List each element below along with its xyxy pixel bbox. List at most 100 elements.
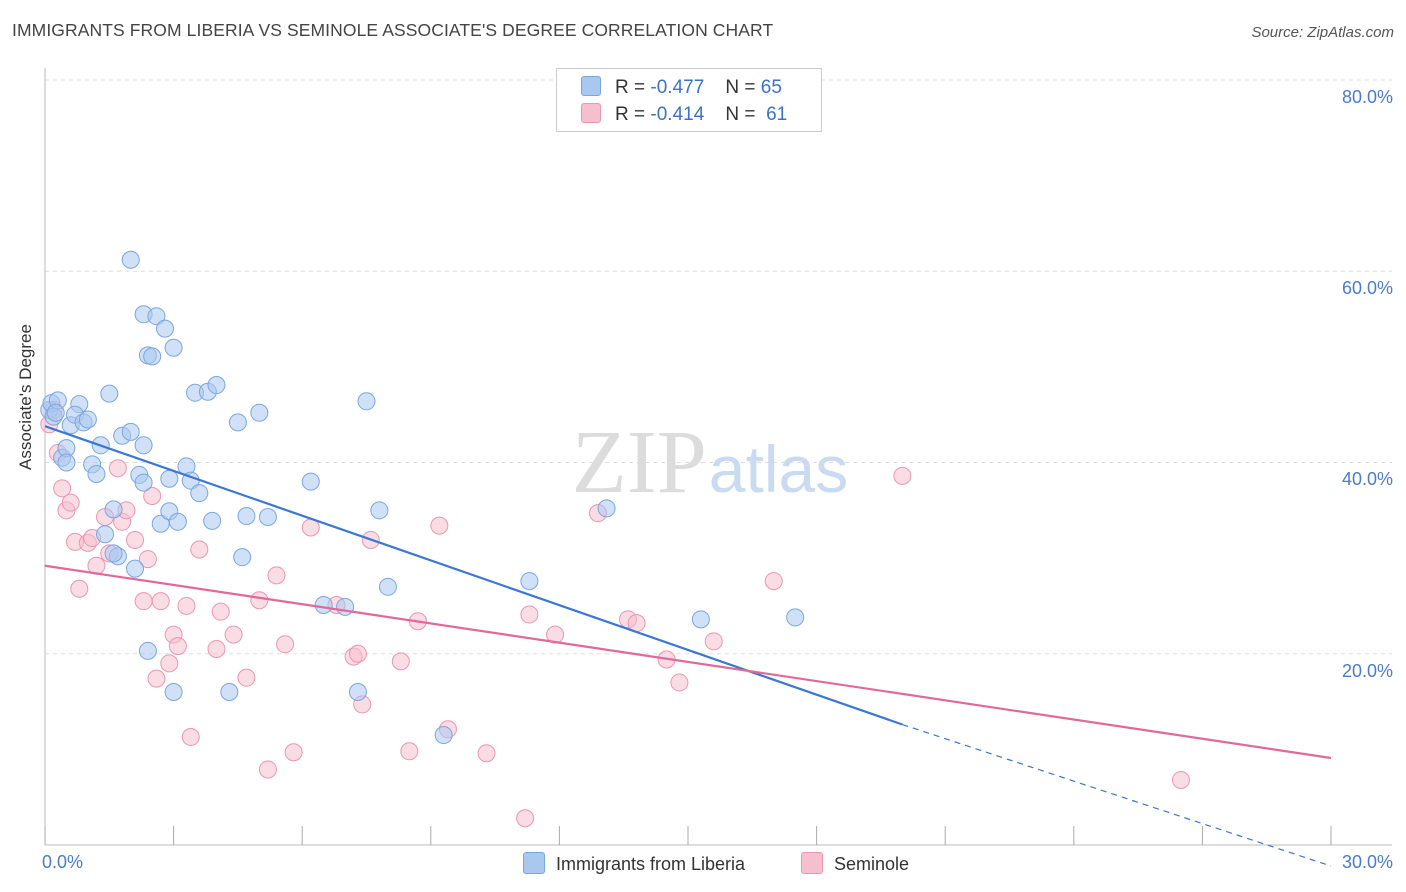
chart-title: IMMIGRANTS FROM LIBERIA VS SEMINOLE ASSO…: [12, 20, 774, 40]
seminole-point: [764, 572, 783, 591]
seminole-point: [53, 479, 72, 498]
series-liberia: [40, 250, 805, 745]
seminole-point: [151, 592, 170, 611]
seminole-point: [704, 632, 723, 651]
stats-legend: R = -0.477 N = 65 R = -0.414 N = 61: [556, 68, 822, 132]
liberia-point: [237, 507, 256, 526]
liberia-point: [143, 347, 162, 366]
x-tick-min: 0.0%: [42, 852, 84, 872]
seminole-point: [258, 760, 277, 779]
liberia-point: [160, 469, 179, 488]
trend-line-seminole: [44, 564, 1332, 760]
liberia-point: [104, 544, 123, 563]
liberia-point: [190, 484, 209, 503]
legend-row-seminole: R = -0.414 N = 61: [581, 103, 787, 125]
seminole-point: [143, 486, 162, 505]
seminole-point: [391, 652, 410, 671]
liberia-point: [134, 436, 153, 455]
seminole-point: [108, 459, 127, 478]
seminole-point: [211, 602, 230, 621]
liberia-point: [126, 559, 145, 578]
liberia-legend-swatch: [523, 852, 545, 874]
seminole-point: [520, 605, 539, 624]
seminole-point: [70, 579, 89, 598]
liberia-point: [164, 338, 183, 357]
liberia-point: [378, 577, 397, 596]
liberia-point: [134, 473, 153, 492]
seminole-point: [177, 596, 196, 615]
seminole-point: [224, 625, 243, 644]
x-tick-max: 30.0%: [1341, 852, 1393, 872]
seminole-swatch: [581, 103, 601, 123]
r-value-liberia: -0.477: [650, 77, 705, 98]
seminole-point: [893, 466, 912, 485]
seminole-point: [138, 550, 157, 569]
source-label: Source: ZipAtlas.com: [1251, 24, 1394, 41]
liberia-point: [357, 392, 376, 411]
liberia-point: [104, 500, 123, 519]
seminole-point: [207, 639, 226, 658]
liberia-point: [203, 511, 222, 530]
seminole-point: [477, 744, 496, 763]
seminole-point: [237, 668, 256, 687]
seminole-point: [400, 742, 419, 761]
n-value-seminole: 61: [766, 104, 788, 125]
r-label: R =: [615, 77, 646, 98]
seminole-point: [276, 635, 295, 654]
seminole-point: [516, 809, 535, 828]
y-tick-60: 60.0%: [1341, 278, 1393, 298]
liberia-point: [78, 410, 97, 429]
seminole-point: [348, 644, 367, 663]
liberia-point: [96, 525, 115, 544]
liberia-point: [164, 683, 183, 701]
liberia-point: [87, 464, 106, 483]
grid-lines: [45, 79, 1392, 655]
y-axis-label: Associate's Degree: [16, 324, 35, 470]
seminole-point: [250, 591, 269, 610]
n-label: N =: [725, 77, 756, 98]
liberia-point: [100, 384, 119, 403]
liberia-point: [46, 403, 65, 422]
trend-line-liberia-extension: [902, 723, 1332, 867]
seminole-point: [160, 654, 179, 673]
seminole-point: [1171, 770, 1190, 789]
liberia-swatch: [581, 76, 601, 96]
y-tick-20: 20.0%: [1341, 661, 1393, 681]
r-value-seminole: -0.414: [650, 104, 705, 125]
y-tick-80: 80.0%: [1341, 87, 1393, 107]
legend-label-seminole: Seminole: [834, 854, 910, 874]
liberia-point: [57, 453, 76, 472]
liberia-point: [207, 376, 226, 395]
n-value-liberia: 65: [760, 77, 782, 98]
legend-item-seminole: Seminole: [801, 852, 909, 875]
legend-row-liberia: R = -0.477 N = 65: [581, 76, 782, 98]
liberia-point: [691, 610, 710, 629]
seminole-point: [430, 516, 449, 535]
legend-item-liberia: Immigrants from Liberia: [523, 852, 745, 875]
seminole-point: [670, 673, 689, 692]
liberia-point: [168, 512, 187, 531]
seminole-point: [147, 669, 166, 688]
liberia-point: [121, 422, 140, 441]
watermark-zip: ZIP: [572, 413, 707, 512]
liberia-point: [147, 307, 166, 326]
liberia-point: [301, 472, 320, 491]
r-label: R =: [615, 104, 646, 125]
legend-label-liberia: Immigrants from Liberia: [556, 854, 746, 874]
trend-lines: [44, 425, 1332, 867]
n-label: N =: [725, 104, 756, 125]
seminole-legend-swatch: [801, 852, 823, 874]
liberia-point: [370, 501, 389, 520]
seminole-point: [267, 566, 286, 585]
axes: [44, 68, 1392, 846]
liberia-point: [314, 595, 333, 614]
liberia-point: [250, 403, 269, 422]
seminole-point: [134, 592, 153, 611]
watermark: ZIPatlas: [572, 413, 848, 512]
liberia-point: [786, 608, 805, 627]
seminole-point: [284, 743, 303, 762]
liberia-point: [258, 508, 277, 527]
liberia-point: [220, 683, 239, 701]
seminole-point: [126, 530, 145, 549]
